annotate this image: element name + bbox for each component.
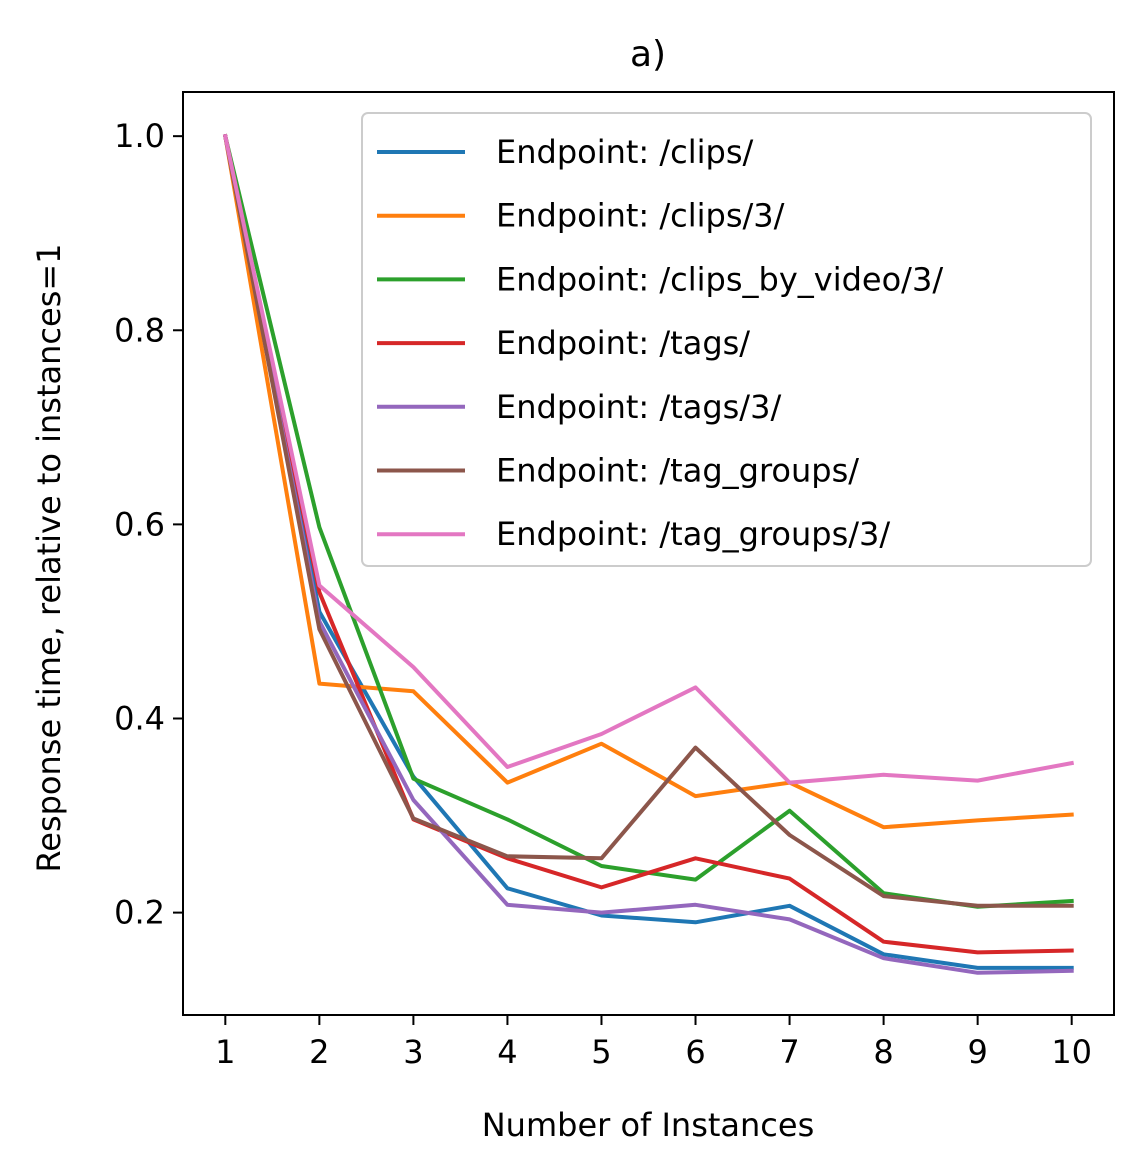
x-tick-label: 5	[591, 1033, 611, 1071]
x-axis: 1 2 3 4 5 6 7 8 9 10	[215, 1015, 1092, 1071]
series-line-2	[222, 133, 1074, 830]
x-tick-label: 10	[1051, 1033, 1092, 1071]
y-tick-label: 0.2	[114, 894, 165, 932]
x-tick-label: 4	[497, 1033, 517, 1071]
chart-title: a)	[630, 34, 666, 75]
legend-label-4: Endpoint: /tags/	[496, 324, 750, 362]
series-line-1	[222, 133, 1074, 970]
plot-frame	[182, 91, 1115, 1016]
series-line-6	[222, 133, 1074, 908]
y-axis-label: Response time, relative to instances=1	[30, 243, 68, 872]
x-tick-label: 6	[685, 1033, 705, 1071]
plot-lines	[222, 133, 1075, 975]
x-tick-label: 1	[215, 1033, 235, 1071]
legend-label-3: Endpoint: /clips_by_video/3/	[496, 260, 943, 298]
series-line-5	[222, 133, 1074, 975]
y-tick-label: 0.6	[114, 505, 165, 543]
legend-label-2: Endpoint: /clips/3/	[496, 197, 785, 235]
y-tick-label: 1.0	[114, 117, 165, 155]
x-axis-label: Number of Instances	[482, 1106, 815, 1144]
x-tick-label: 8	[873, 1033, 893, 1071]
legend-label-7: Endpoint: /tag_groups/3/	[496, 515, 890, 553]
y-tick-label: 0.8	[114, 311, 165, 349]
y-tick-label: 0.4	[114, 699, 165, 737]
legend: Endpoint: /clips/Endpoint: /clips/3/Endp…	[361, 112, 1092, 567]
legend-box	[361, 112, 1092, 567]
x-tick-label: 2	[309, 1033, 329, 1071]
legend-label-6: Endpoint: /tag_groups/	[496, 452, 859, 490]
legend-label-1: Endpoint: /clips/	[496, 133, 754, 171]
legend-label-5: Endpoint: /tags/3/	[496, 388, 781, 426]
y-axis: 0.2 0.4 0.6 0.8 1.0	[114, 117, 183, 932]
x-tick-label: 7	[779, 1033, 799, 1071]
series-line-4	[222, 133, 1074, 955]
x-tick-label: 3	[403, 1033, 423, 1071]
series-line-7	[222, 133, 1075, 785]
x-tick-label: 9	[967, 1033, 987, 1071]
